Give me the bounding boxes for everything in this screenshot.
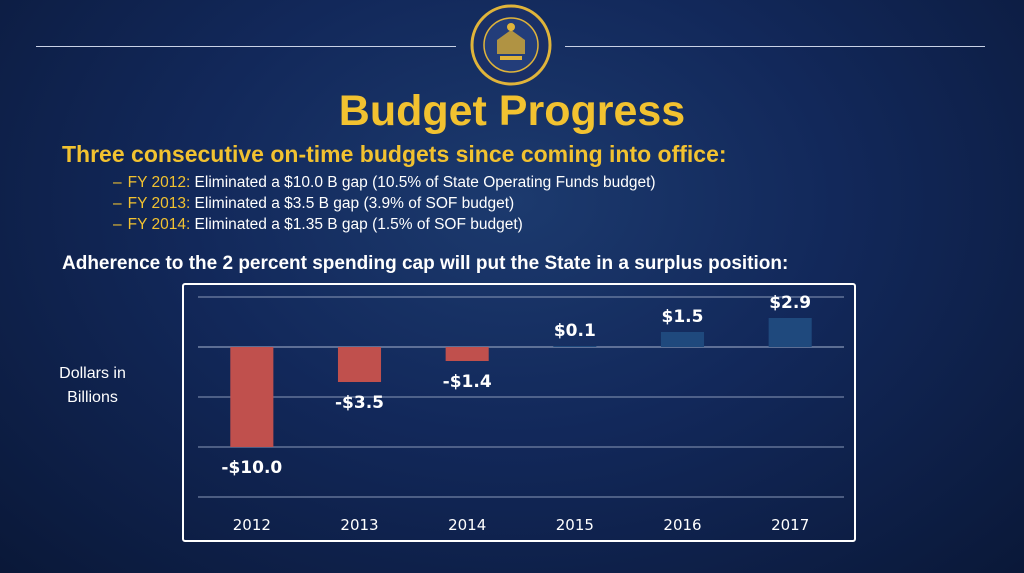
x-tick-label: 2017 (771, 516, 809, 534)
x-tick-label: 2013 (340, 516, 378, 534)
adherence-statement: Adherence to the 2 percent spending cap … (62, 253, 789, 274)
x-tick-label: 2012 (233, 516, 271, 534)
list-item: – FY 2012: Eliminated a $10.0 B gap (10.5… (113, 174, 656, 191)
bullet-text: Eliminated a $3.5 B gap (3.9% of SOF bud… (190, 195, 515, 212)
bar-2012 (230, 347, 274, 447)
new-york-state-seal-icon (470, 4, 552, 86)
list-item: – FY 2013: Eliminated a $3.5 B gap (3.9% … (113, 195, 515, 212)
x-tick-label: 2014 (448, 516, 486, 534)
data-label-2013: -$3.5 (335, 393, 384, 413)
x-tick-label: 2016 (663, 516, 701, 534)
list-item: – FY 2014: Eliminated a $1.35 B gap (1.5%… (113, 216, 523, 233)
page-title: Budget Progress (338, 87, 686, 135)
data-label-2015: $0.1 (554, 321, 596, 341)
bar-2016 (660, 332, 705, 347)
bullet-text: Eliminated a $10.0 B gap (10.5% of State… (190, 174, 656, 191)
fiscal-year-label: FY 2012: (127, 174, 191, 191)
bar-2015 (553, 346, 597, 347)
data-label-2017: $2.9 (769, 293, 811, 313)
data-label-2016: $1.5 (662, 307, 704, 327)
header-rule-left (36, 46, 456, 47)
fiscal-year-label: FY 2014: (127, 216, 191, 233)
bar-2014 (445, 347, 489, 361)
bar-2013 (337, 347, 382, 382)
page-subtitle: Three consecutive on-time budgets since … (62, 141, 727, 167)
data-label-2014: -$1.4 (443, 372, 492, 392)
y-axis-label: Dollars in Billions (59, 365, 126, 406)
budget-gap-bar-chart: -$10.0 2012 -$3.5 2013 -$1.4 2014 $0.1 2015 $1.5… (198, 293, 844, 534)
fiscal-year-label: FY 2013: (127, 195, 191, 212)
header-rule-right (565, 46, 985, 47)
bullet-text: Eliminated a $1.35 B gap (1.5% of SOF bu… (190, 216, 523, 233)
budget-bullet-list: – FY 2012: Eliminated a $10.0 B gap (10.5… (113, 172, 656, 235)
bar-2017 (768, 318, 812, 347)
x-tick-label: 2015 (556, 516, 594, 534)
chart-frame: -$10.0 2012 -$3.5 2013 -$1.4 2014 $0.1 2015 $1.5… (182, 283, 856, 542)
data-label-2012: -$10.0 (221, 458, 282, 478)
